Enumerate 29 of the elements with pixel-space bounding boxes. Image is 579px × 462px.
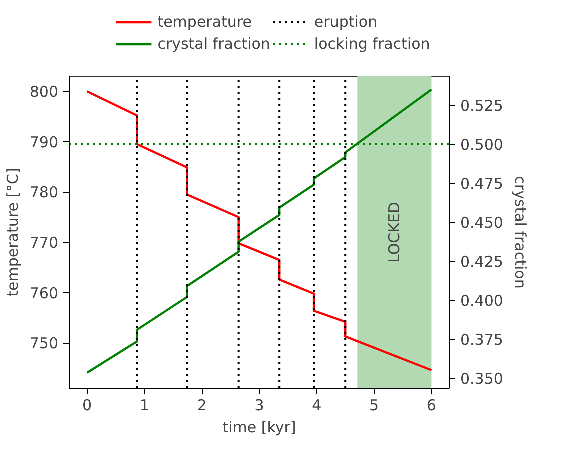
y-tick-label: 770 bbox=[30, 234, 59, 252]
x-tick-label: 2 bbox=[197, 396, 207, 414]
x-tick-label: 4 bbox=[312, 396, 322, 414]
y2-axis-title: crystal fraction bbox=[511, 176, 530, 289]
legend-label: eruption bbox=[314, 13, 378, 31]
x-tick-label: 1 bbox=[140, 396, 150, 414]
y2-tick-label: 0.375 bbox=[460, 330, 504, 349]
x-axis-title: time [kyr] bbox=[222, 418, 296, 436]
y-tick-label: 790 bbox=[30, 133, 59, 152]
y-tick-label: 780 bbox=[30, 184, 59, 202]
legend-label: locking fraction bbox=[314, 35, 430, 53]
y2-tick-label: 0.425 bbox=[460, 252, 504, 271]
y2-tick-label: 0.450 bbox=[460, 214, 504, 232]
y-tick-label: 760 bbox=[30, 284, 59, 302]
band-label: LOCKED bbox=[386, 202, 404, 263]
x-tick-label: 6 bbox=[426, 396, 436, 414]
x-tick-label: 0 bbox=[82, 396, 92, 414]
y-tick-label: 800 bbox=[30, 83, 59, 102]
legend-label: temperature bbox=[158, 13, 252, 31]
y2-tick-label: 0.350 bbox=[460, 370, 504, 388]
y2-tick-label: 0.525 bbox=[460, 96, 504, 115]
y-tick-label: 750 bbox=[30, 334, 59, 353]
y-axis-title: temperature [°C] bbox=[4, 168, 22, 297]
y2-tick-label: 0.500 bbox=[460, 136, 504, 154]
legend-label: crystal fraction bbox=[158, 35, 270, 53]
y2-tick-label: 0.475 bbox=[460, 174, 504, 193]
y2-tick-label: 0.400 bbox=[460, 292, 504, 310]
x-tick-label: 5 bbox=[370, 396, 380, 414]
x-tick-label: 3 bbox=[254, 396, 264, 414]
